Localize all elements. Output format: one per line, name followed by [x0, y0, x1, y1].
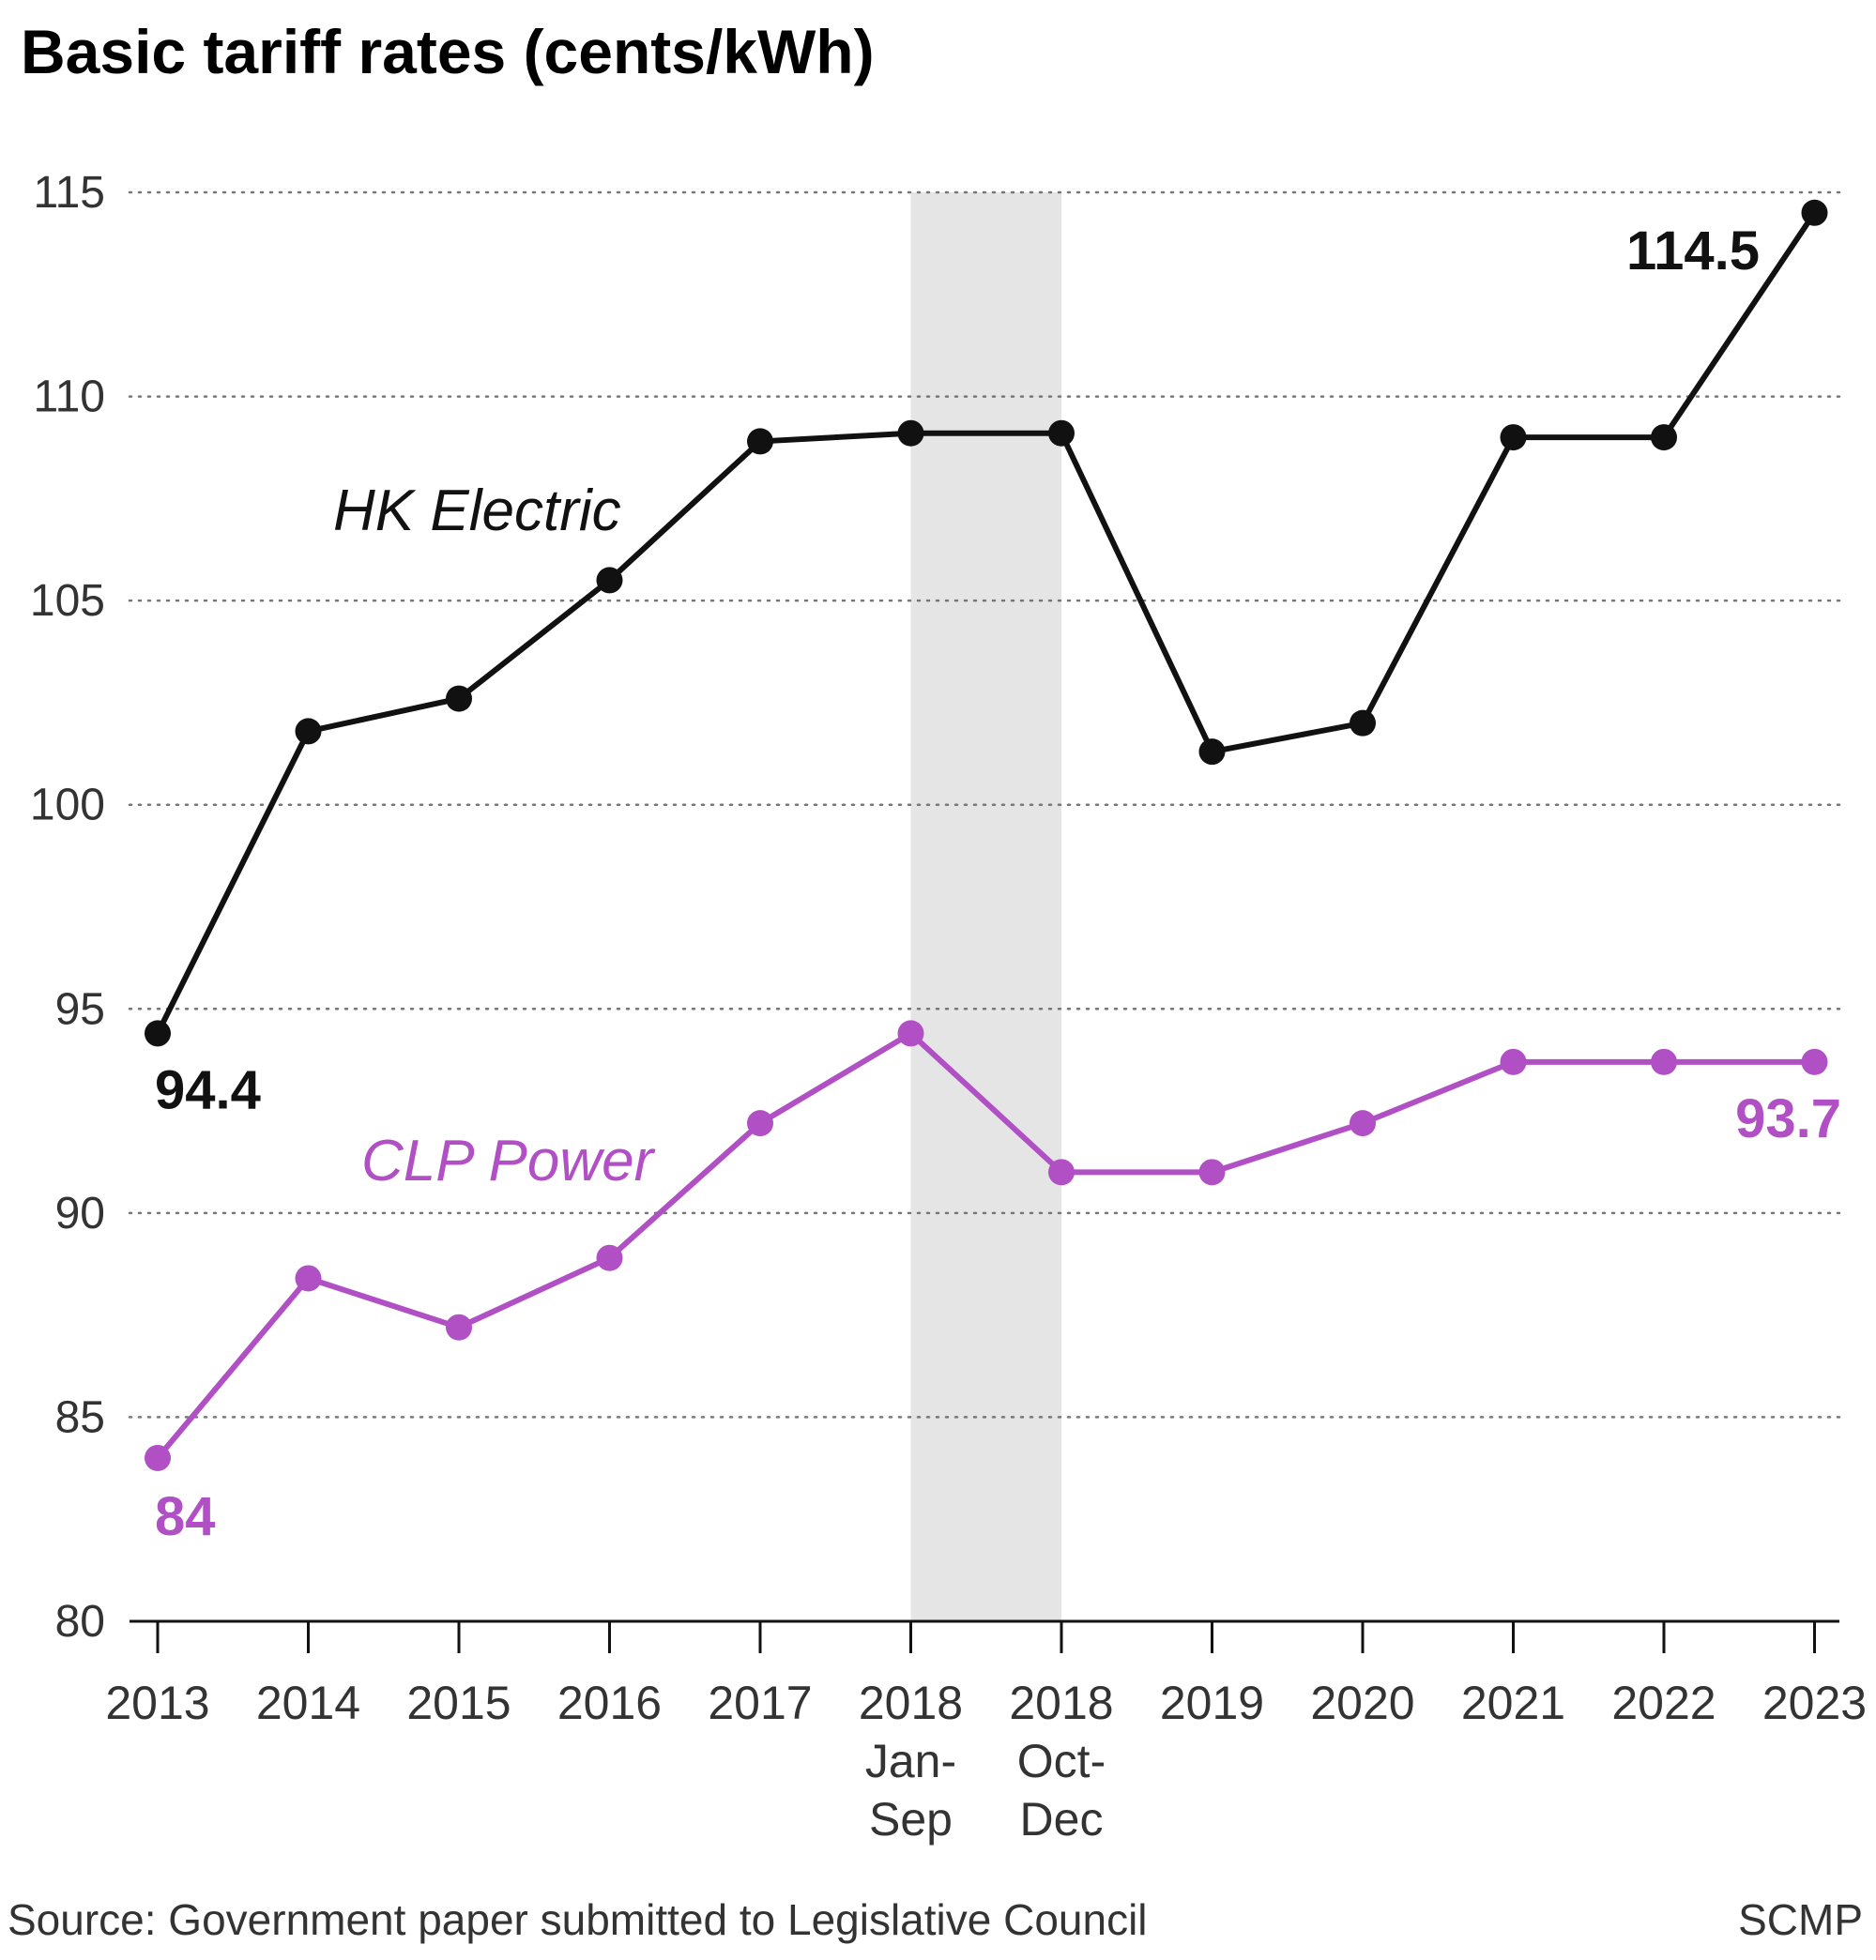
data-point: [145, 1020, 171, 1047]
x-tick-label: 2018: [859, 1677, 963, 1729]
x-tick-label: Oct-: [1017, 1735, 1106, 1787]
data-point: [1198, 1159, 1226, 1186]
x-tick-label: 2016: [557, 1677, 662, 1729]
data-point: [596, 567, 623, 594]
source-note: Source: Government paper submitted to Le…: [8, 1895, 1148, 1944]
data-point: [1048, 419, 1075, 447]
x-tick-label: 2022: [1611, 1677, 1716, 1729]
series-line-1: [155, 1030, 1818, 1461]
series-line-0: [155, 209, 1818, 1037]
data-point: [747, 1110, 773, 1137]
x-tick-label: 2017: [708, 1677, 812, 1729]
x-tick-label: 2020: [1310, 1677, 1414, 1729]
data-point: [295, 718, 322, 745]
axis-layer: 80 85 90 95 100 105 110 115 2013 2014 2015 2016 2017…: [30, 168, 1867, 1846]
x-tick-label: 2019: [1160, 1677, 1264, 1729]
data-point: [897, 419, 924, 447]
grid-layer: [128, 190, 1841, 1419]
data-point: [1500, 1048, 1527, 1075]
data-point: [1651, 1048, 1677, 1075]
x-tick-label: 2014: [256, 1677, 360, 1729]
data-point: [446, 1314, 472, 1341]
x-tick-label: Jan-: [865, 1735, 956, 1787]
y-tick-label: 85: [55, 1392, 105, 1442]
y-tick-label: 115: [33, 168, 105, 218]
data-label-clp-last: 93.7: [1735, 1088, 1841, 1149]
y-tick-label: 105: [30, 576, 105, 626]
data-point: [1350, 709, 1376, 737]
y-tick-label: 80: [55, 1597, 105, 1647]
y-tick-label: 110: [33, 372, 105, 422]
series-label-clp-power: CLP Power: [361, 1129, 656, 1193]
series-layer: [145, 199, 1828, 1471]
label-layer: HK Electric CLP Power 94.4 114.5 84 93.7: [155, 220, 1841, 1547]
data-point: [295, 1265, 322, 1292]
data-point: [446, 685, 472, 712]
y-tick-label: 95: [55, 984, 105, 1034]
data-point: [897, 1020, 924, 1047]
data-point: [1651, 424, 1677, 451]
publisher-credit: SCMP: [1738, 1895, 1863, 1944]
data-point: [1801, 1048, 1828, 1075]
x-tick-label: Dec: [1020, 1793, 1104, 1846]
data-point: [1500, 424, 1527, 451]
data-point: [1198, 738, 1226, 766]
x-tick-label: 2013: [105, 1677, 209, 1729]
data-point: [596, 1244, 623, 1271]
x-tick-label: Sep: [869, 1793, 953, 1846]
x-tick-label: 2023: [1762, 1677, 1867, 1729]
data-point: [747, 428, 773, 455]
highlight-band: [910, 192, 1061, 1621]
data-point: [1801, 199, 1828, 226]
x-tick-label: 2015: [406, 1677, 511, 1729]
series-label-hk-electric: HK Electric: [333, 479, 621, 543]
data-point: [1350, 1110, 1376, 1137]
chart-title: Basic tariff rates (cents/kWh): [21, 17, 875, 86]
x-tick-label: 2018: [1009, 1677, 1113, 1729]
x-tick-label: 2021: [1461, 1677, 1565, 1729]
data-label-hk-last: 114.5: [1626, 220, 1760, 281]
data-label-hk-first: 94.4: [155, 1059, 261, 1120]
y-tick-label: 100: [30, 781, 105, 830]
data-label-clp-first: 84: [155, 1486, 216, 1547]
data-point: [1048, 1159, 1075, 1186]
highlight-band-layer: [910, 192, 1061, 1621]
y-tick-label: 90: [55, 1189, 105, 1238]
data-point: [145, 1444, 171, 1471]
